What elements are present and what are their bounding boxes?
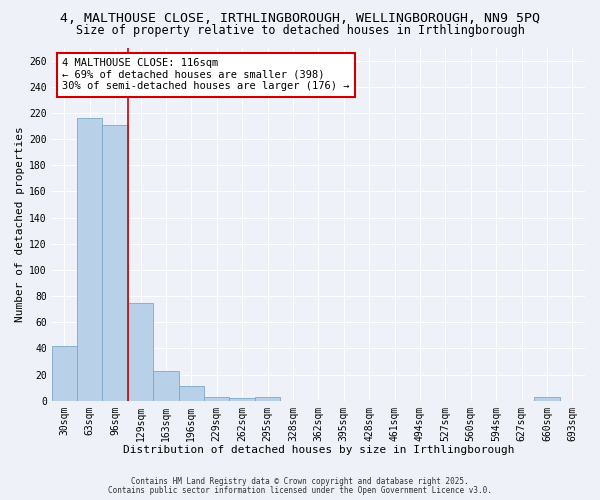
Text: 4 MALTHOUSE CLOSE: 116sqm
← 69% of detached houses are smaller (398)
30% of semi: 4 MALTHOUSE CLOSE: 116sqm ← 69% of detac… xyxy=(62,58,350,92)
Bar xyxy=(229,398,255,400)
Text: 4, MALTHOUSE CLOSE, IRTHLINGBOROUGH, WELLINGBOROUGH, NN9 5PQ: 4, MALTHOUSE CLOSE, IRTHLINGBOROUGH, WEL… xyxy=(60,12,540,26)
Text: Contains public sector information licensed under the Open Government Licence v3: Contains public sector information licen… xyxy=(108,486,492,495)
Bar xyxy=(77,118,103,401)
X-axis label: Distribution of detached houses by size in Irthlingborough: Distribution of detached houses by size … xyxy=(122,445,514,455)
Bar xyxy=(204,397,229,400)
Bar xyxy=(534,397,560,400)
Bar xyxy=(153,370,179,400)
Text: Size of property relative to detached houses in Irthlingborough: Size of property relative to detached ho… xyxy=(76,24,524,37)
Text: Contains HM Land Registry data © Crown copyright and database right 2025.: Contains HM Land Registry data © Crown c… xyxy=(131,477,469,486)
Bar xyxy=(103,124,128,400)
Bar xyxy=(128,302,153,400)
Bar xyxy=(255,397,280,400)
Y-axis label: Number of detached properties: Number of detached properties xyxy=(15,126,25,322)
Bar xyxy=(52,346,77,401)
Bar xyxy=(179,386,204,400)
